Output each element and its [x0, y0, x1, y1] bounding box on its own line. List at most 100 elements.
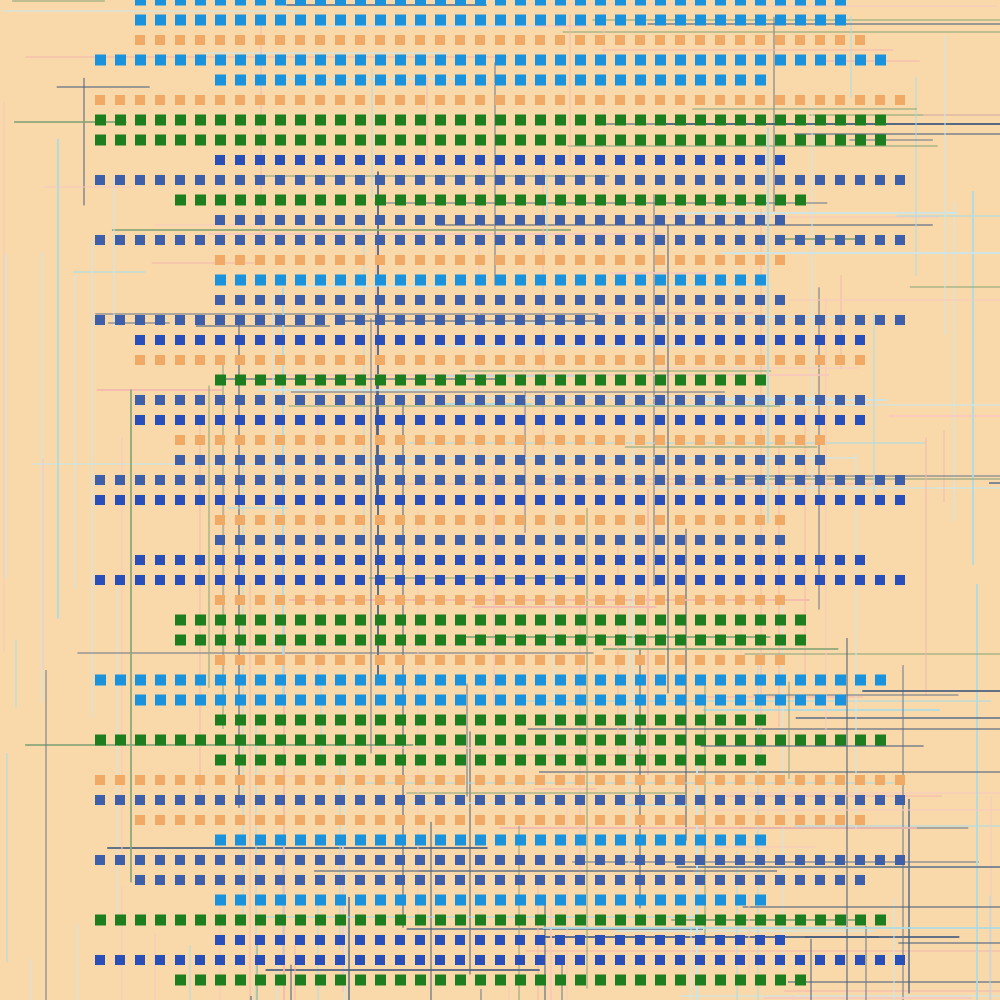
square	[275, 694, 286, 706]
square	[235, 595, 245, 605]
square	[255, 155, 265, 165]
square	[155, 694, 166, 706]
square	[675, 734, 686, 746]
square	[435, 255, 445, 265]
square	[475, 35, 485, 45]
square	[775, 795, 785, 805]
square	[755, 255, 765, 265]
square	[235, 54, 246, 66]
square	[395, 255, 405, 265]
square	[255, 455, 265, 465]
square	[835, 575, 845, 585]
square	[515, 734, 526, 746]
square	[515, 155, 525, 165]
square	[715, 575, 725, 585]
square	[215, 914, 226, 926]
square	[635, 955, 645, 965]
square	[755, 634, 766, 646]
square	[895, 775, 905, 785]
square	[375, 875, 385, 885]
square	[635, 335, 645, 345]
square	[755, 295, 765, 305]
square	[315, 974, 326, 986]
square	[595, 415, 605, 425]
square	[755, 235, 765, 245]
square	[115, 955, 125, 965]
square	[495, 955, 505, 965]
square	[255, 95, 265, 105]
square	[615, 295, 625, 305]
square	[355, 974, 366, 986]
square	[855, 875, 865, 885]
square	[755, 14, 766, 26]
square	[775, 35, 785, 45]
square	[315, 35, 325, 45]
square	[175, 0, 186, 6]
square	[595, 595, 605, 605]
square	[195, 134, 206, 146]
square	[475, 754, 486, 766]
square	[395, 295, 405, 305]
square	[375, 634, 386, 646]
square	[315, 295, 325, 305]
square	[535, 894, 546, 906]
square	[395, 595, 405, 605]
square	[455, 194, 466, 206]
square	[375, 955, 385, 965]
square	[95, 795, 105, 805]
square	[615, 194, 626, 206]
square	[755, 974, 766, 986]
square	[275, 14, 286, 26]
square	[415, 295, 425, 305]
square	[555, 515, 565, 525]
square	[635, 74, 646, 86]
square	[615, 255, 625, 265]
square	[855, 395, 865, 405]
square	[295, 955, 305, 965]
square	[715, 914, 726, 926]
square	[735, 955, 745, 965]
square	[775, 974, 786, 986]
square	[255, 355, 265, 365]
square	[415, 134, 426, 146]
square	[755, 855, 765, 865]
square	[475, 714, 486, 726]
square	[515, 395, 525, 405]
square	[635, 674, 646, 686]
square	[215, 815, 225, 825]
square	[95, 315, 105, 325]
square	[715, 374, 726, 386]
square	[555, 134, 566, 146]
square	[235, 315, 245, 325]
square	[895, 855, 905, 865]
square	[775, 495, 785, 505]
square	[455, 754, 466, 766]
square	[475, 834, 486, 846]
square	[875, 855, 885, 865]
square	[295, 114, 306, 126]
square	[455, 455, 465, 465]
square	[775, 175, 785, 185]
square	[535, 855, 545, 865]
square	[475, 935, 485, 945]
square	[255, 14, 266, 26]
square	[615, 775, 625, 785]
square	[515, 435, 525, 445]
square	[375, 14, 386, 26]
square	[295, 355, 305, 365]
square	[435, 614, 446, 626]
square	[635, 595, 645, 605]
square	[135, 694, 146, 706]
square	[715, 754, 726, 766]
square	[575, 495, 585, 505]
square	[615, 955, 625, 965]
square	[675, 14, 686, 26]
square	[295, 54, 306, 66]
square	[215, 14, 226, 26]
square	[315, 315, 325, 325]
square	[375, 315, 385, 325]
square	[855, 555, 865, 565]
square	[555, 395, 565, 405]
square	[215, 0, 226, 6]
square	[715, 614, 726, 626]
